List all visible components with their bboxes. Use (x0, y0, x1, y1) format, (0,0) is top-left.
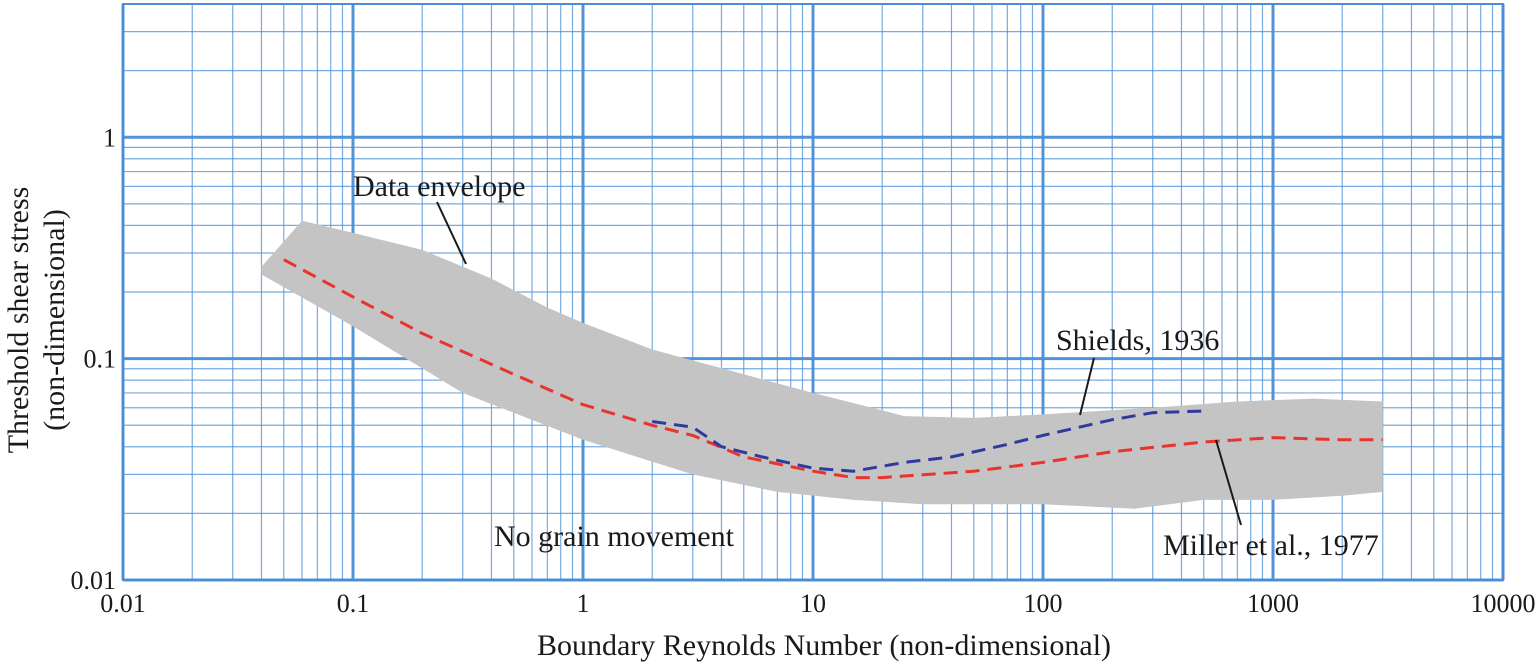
shields-1936-line (651, 409, 1204, 473)
tick-labels: 0.01 0.1 1 10 100 1000 10000 0.01 0.1 1 (71, 123, 1536, 618)
annotations: Data envelope Shields, 1936 Miller et al… (353, 170, 1379, 562)
y-tick-label: 0.1 (84, 345, 117, 374)
x-tick-label: 0.1 (337, 589, 370, 618)
x-axis-title: Boundary Reynolds Number (non-dimensiona… (537, 629, 1111, 662)
x-tick-label: 1 (577, 589, 590, 618)
x-tick-label: 0.01 (100, 589, 146, 618)
y-tick-label: 0.01 (71, 566, 117, 595)
miller-leader (1215, 439, 1242, 526)
shields-label: Shields, 1936 (1056, 324, 1219, 357)
envelope-layer (261, 220, 1383, 509)
shields-leader (1079, 357, 1095, 416)
plot-frame (122, 3, 1504, 581)
x-tick-label: 100 (1024, 589, 1063, 618)
x-tick-label: 1000 (1247, 589, 1299, 618)
y-axis-title-line2: (non-dimensional) (38, 209, 71, 431)
data-envelope-leader (436, 201, 467, 265)
no-grain-movement-label: No grain movement (494, 520, 735, 553)
data-envelope-area (261, 220, 1383, 509)
x-tick-label: 10 (800, 589, 826, 618)
y-axis-title: Threshold shear stress (non-dimensional) (2, 187, 71, 454)
y-axis-title-line1: Threshold shear stress (2, 187, 35, 454)
y-tick-label: 1 (103, 123, 116, 152)
data-envelope-label: Data envelope (353, 170, 525, 203)
miller-label: Miller et al., 1977 (1163, 529, 1379, 562)
x-tick-label: 10000 (1471, 589, 1536, 618)
